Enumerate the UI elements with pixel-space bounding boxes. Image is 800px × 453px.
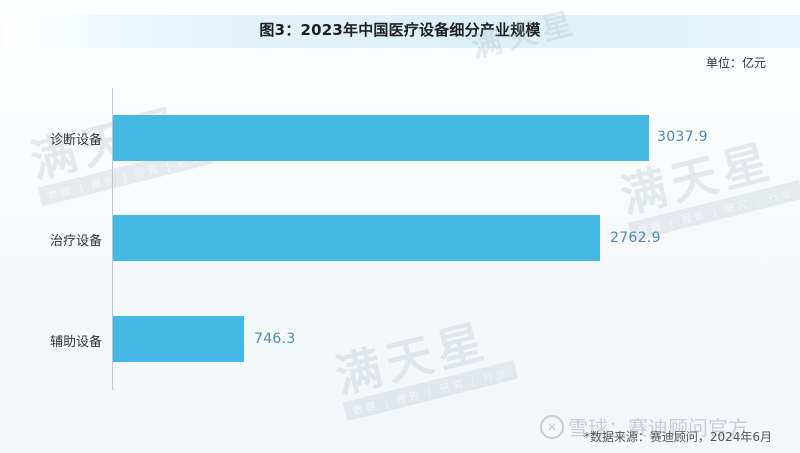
category-label: 辅助设备 (49, 335, 102, 350)
category-label: 治疗设备 (49, 234, 102, 249)
overlay-watermark-text: 雪球：赛迪顾问官方 (568, 416, 748, 440)
title-band (6, 15, 800, 48)
bar-auxiliary-equipment (113, 316, 244, 362)
snowball-logo-icon: ✕ (540, 414, 564, 439)
value-label: 746.3 (254, 331, 296, 347)
y-axis-line (112, 88, 113, 390)
value-label: 3037.9 (657, 129, 708, 145)
footer-overlay-watermark: ✕ 雪球：赛迪顾问官方 (540, 412, 748, 441)
unit-label: 单位：亿元 (705, 56, 766, 70)
bar-therapy-equipment (113, 215, 600, 261)
watermark: 满天星 数据 | 报告 | 研究 | 行业 (328, 300, 519, 422)
category-label: 诊断设备 (49, 133, 102, 148)
watermark-sub: 数据 | 报告 | 研究 | 行业 (342, 360, 519, 422)
watermark-text: 满天星 (329, 313, 495, 404)
bar-diagnostic-equipment (113, 115, 649, 161)
value-label: 2762.9 (610, 230, 661, 246)
chart-title: 图3：2023年中国医疗设备细分产业规模 (259, 21, 541, 39)
data-source: *数据来源：赛迪顾问，2024年6月 (583, 430, 772, 444)
